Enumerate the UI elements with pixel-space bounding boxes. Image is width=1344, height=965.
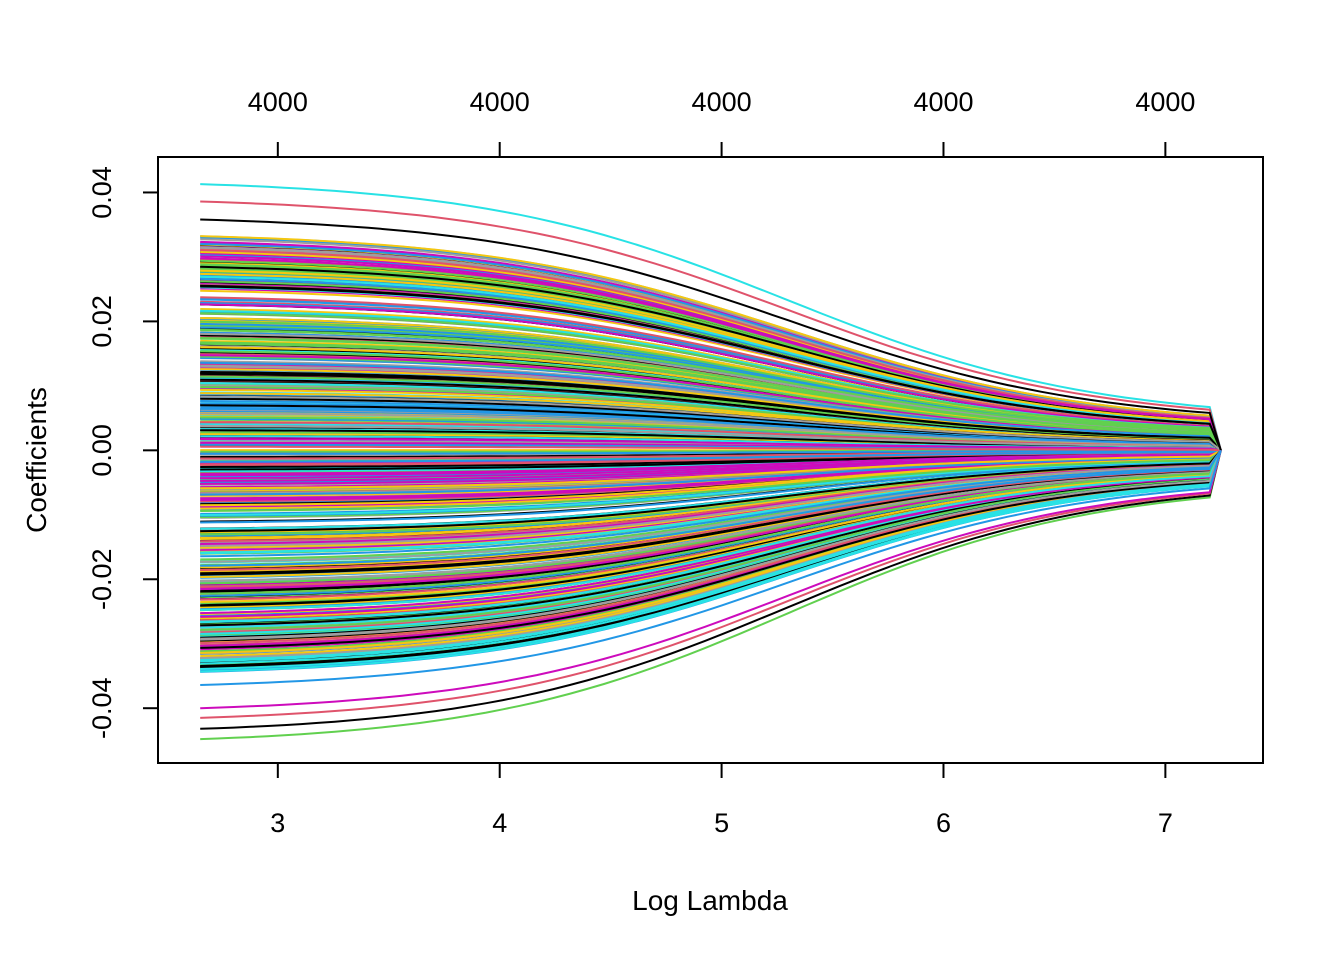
y-axis-title: Coefficients xyxy=(21,387,52,533)
y-tick-label: 0.00 xyxy=(87,424,117,477)
top-tick-label: 4000 xyxy=(692,87,752,117)
x-tick-label: 4 xyxy=(492,808,507,838)
x-tick-label: 3 xyxy=(270,808,285,838)
y-tick-label: 0.02 xyxy=(87,295,117,348)
x-axis-title: Log Lambda xyxy=(632,885,788,916)
y-tick-label: 0.04 xyxy=(87,166,117,219)
top-tick-label: 4000 xyxy=(913,87,973,117)
x-tick-label: 6 xyxy=(936,808,951,838)
x-tick-label: 7 xyxy=(1158,808,1173,838)
top-tick-label: 4000 xyxy=(1135,87,1195,117)
y-tick-label: -0.02 xyxy=(87,548,117,610)
series-layer xyxy=(200,184,1221,739)
y-tick-label: -0.04 xyxy=(87,677,117,739)
top-tick-label: 4000 xyxy=(470,87,530,117)
x-tick-label: 5 xyxy=(714,808,729,838)
top-tick-label: 4000 xyxy=(248,87,308,117)
